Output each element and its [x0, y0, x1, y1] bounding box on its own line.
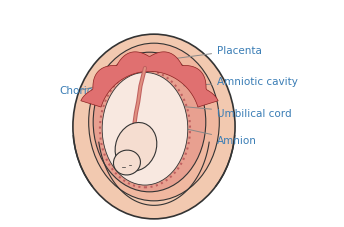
Text: Placenta: Placenta	[175, 46, 262, 59]
Text: Chorion: Chorion	[60, 86, 100, 96]
Ellipse shape	[89, 44, 219, 201]
Text: Amnion: Amnion	[188, 130, 257, 145]
Polygon shape	[81, 53, 218, 108]
Ellipse shape	[114, 151, 140, 175]
Ellipse shape	[73, 35, 235, 219]
Text: Umbilical cord: Umbilical cord	[157, 105, 292, 118]
Ellipse shape	[93, 53, 206, 192]
Ellipse shape	[115, 123, 157, 171]
Text: Amniotic cavity: Amniotic cavity	[184, 77, 298, 87]
Ellipse shape	[102, 73, 188, 185]
